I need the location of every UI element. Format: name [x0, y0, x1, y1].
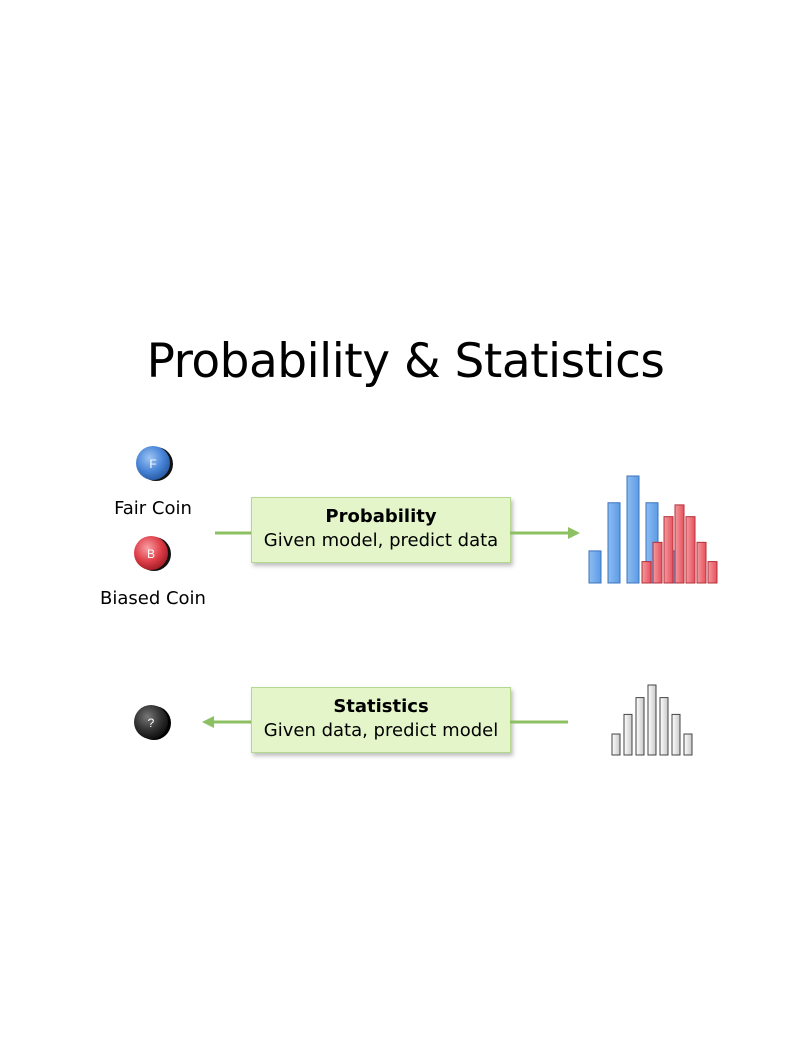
- red-histogram-bar: [663, 516, 674, 584]
- probability-arrow-left-segment: [215, 531, 253, 535]
- blue-histogram-bar: [588, 550, 602, 584]
- gray-histogram-bar: [671, 713, 681, 756]
- probability-histogram: [588, 475, 718, 584]
- unknown-coin-icon: ?: [134, 705, 171, 740]
- gray-histogram-bar: [647, 684, 657, 756]
- probability-box: Probability Given model, predict data: [251, 497, 511, 563]
- gray-histogram-bar: [623, 713, 633, 756]
- probability-heading: Probability: [325, 506, 437, 527]
- fair-coin-icon: F: [136, 446, 173, 481]
- red-histogram-bar: [641, 561, 652, 584]
- red-histogram-bar: [652, 541, 663, 584]
- biased-coin-glyph: B: [147, 547, 155, 561]
- red-histogram-bar: [696, 541, 707, 584]
- red-histogram-bar: [707, 561, 718, 584]
- gray-histogram-bar: [683, 733, 693, 756]
- red-histogram-bar: [685, 516, 696, 584]
- biased-coin-icon: B: [134, 536, 171, 571]
- blue-histogram-bar: [626, 475, 640, 584]
- statistics-arrow-right-segment: [510, 720, 568, 724]
- probability-description: Given model, predict data: [263, 530, 499, 551]
- unknown-coin-glyph: ?: [148, 716, 155, 730]
- statistics-arrow-icon: [202, 716, 254, 728]
- probability-arrow-icon: [510, 527, 580, 539]
- gray-histogram-bar: [635, 697, 645, 756]
- statistics-description: Given data, predict model: [263, 720, 499, 741]
- red-histogram-bar: [674, 504, 685, 584]
- blue-histogram-bar: [607, 502, 621, 584]
- gray-histogram-bar: [611, 733, 621, 756]
- statistics-heading: Statistics: [333, 696, 429, 717]
- fair-coin-label: Fair Coin: [114, 498, 192, 519]
- biased-coin-label: Biased Coin: [100, 588, 206, 609]
- page-title: Probability & Statistics: [146, 334, 665, 389]
- gray-histogram-bar: [659, 697, 669, 756]
- statistics-histogram: [611, 684, 693, 756]
- fair-coin-glyph: F: [149, 457, 156, 471]
- statistics-box: Statistics Given data, predict model: [251, 687, 511, 753]
